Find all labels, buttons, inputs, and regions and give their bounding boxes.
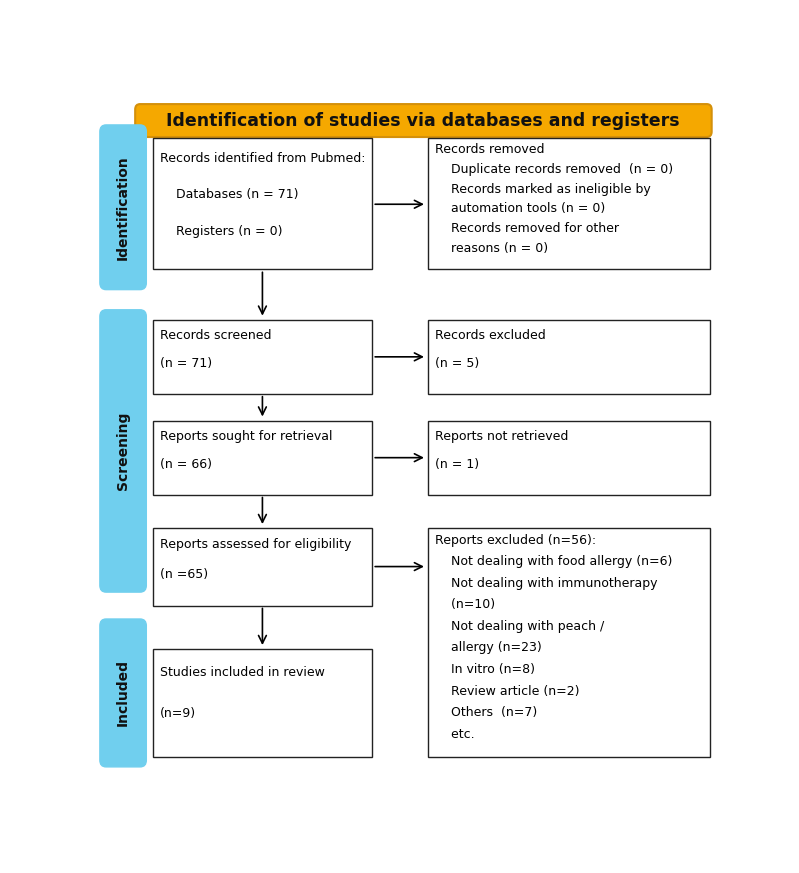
Text: Reports excluded (n=56):: Reports excluded (n=56):: [435, 533, 597, 546]
FancyBboxPatch shape: [428, 421, 710, 495]
Text: (n = 1): (n = 1): [435, 458, 479, 471]
Text: Screening: Screening: [116, 412, 130, 490]
Text: (n=10): (n=10): [435, 598, 495, 611]
FancyBboxPatch shape: [428, 528, 710, 757]
Text: (n =65): (n =65): [160, 567, 208, 581]
FancyBboxPatch shape: [100, 125, 146, 290]
Text: Not dealing with peach /: Not dealing with peach /: [435, 620, 605, 633]
Text: Records removed: Records removed: [435, 143, 549, 155]
FancyBboxPatch shape: [135, 104, 712, 137]
Text: Others  (n=7): Others (n=7): [435, 706, 538, 719]
Text: (n = 5): (n = 5): [435, 357, 479, 370]
Text: Review article (n=2): Review article (n=2): [435, 684, 580, 698]
Text: etc.: etc.: [435, 728, 475, 740]
Text: Records identified from Pubmed:: Records identified from Pubmed:: [160, 152, 365, 165]
FancyBboxPatch shape: [153, 421, 372, 495]
Text: Records marked as ineligible by: Records marked as ineligible by: [435, 182, 651, 196]
Text: Reports sought for retrieval: Reports sought for retrieval: [160, 430, 332, 443]
Text: Not dealing with immunotherapy: Not dealing with immunotherapy: [435, 577, 658, 590]
Text: Records screened: Records screened: [160, 329, 272, 342]
Text: Reports assessed for eligibility: Reports assessed for eligibility: [160, 538, 352, 551]
Text: (n=9): (n=9): [160, 707, 196, 720]
Text: Registers (n = 0): Registers (n = 0): [160, 224, 282, 237]
Text: Reports not retrieved: Reports not retrieved: [435, 430, 569, 443]
Text: Databases (n = 71): Databases (n = 71): [160, 189, 299, 202]
Text: Records excluded: Records excluded: [435, 329, 547, 342]
FancyBboxPatch shape: [100, 310, 146, 592]
Text: Studies included in review: Studies included in review: [160, 665, 325, 678]
Text: Identification: Identification: [116, 155, 130, 259]
FancyBboxPatch shape: [428, 138, 710, 270]
Text: Not dealing with food allergy (n=6): Not dealing with food allergy (n=6): [435, 555, 673, 568]
Text: (n = 71): (n = 71): [160, 357, 212, 370]
FancyBboxPatch shape: [153, 650, 372, 757]
FancyBboxPatch shape: [153, 320, 372, 394]
Text: Identification of studies via databases and registers: Identification of studies via databases …: [166, 112, 680, 129]
Text: In vitro (n=8): In vitro (n=8): [435, 663, 535, 676]
FancyBboxPatch shape: [428, 320, 710, 394]
FancyBboxPatch shape: [100, 619, 146, 766]
FancyBboxPatch shape: [153, 528, 372, 606]
Text: Duplicate records removed  (n = 0): Duplicate records removed (n = 0): [435, 162, 674, 175]
FancyBboxPatch shape: [153, 138, 372, 270]
Text: Included: Included: [116, 659, 130, 726]
Text: Records removed for other: Records removed for other: [435, 223, 619, 235]
Text: (n = 66): (n = 66): [160, 458, 212, 471]
Text: reasons (n = 0): reasons (n = 0): [435, 242, 549, 255]
Text: allergy (n=23): allergy (n=23): [435, 642, 543, 655]
Text: automation tools (n = 0): automation tools (n = 0): [435, 203, 606, 216]
